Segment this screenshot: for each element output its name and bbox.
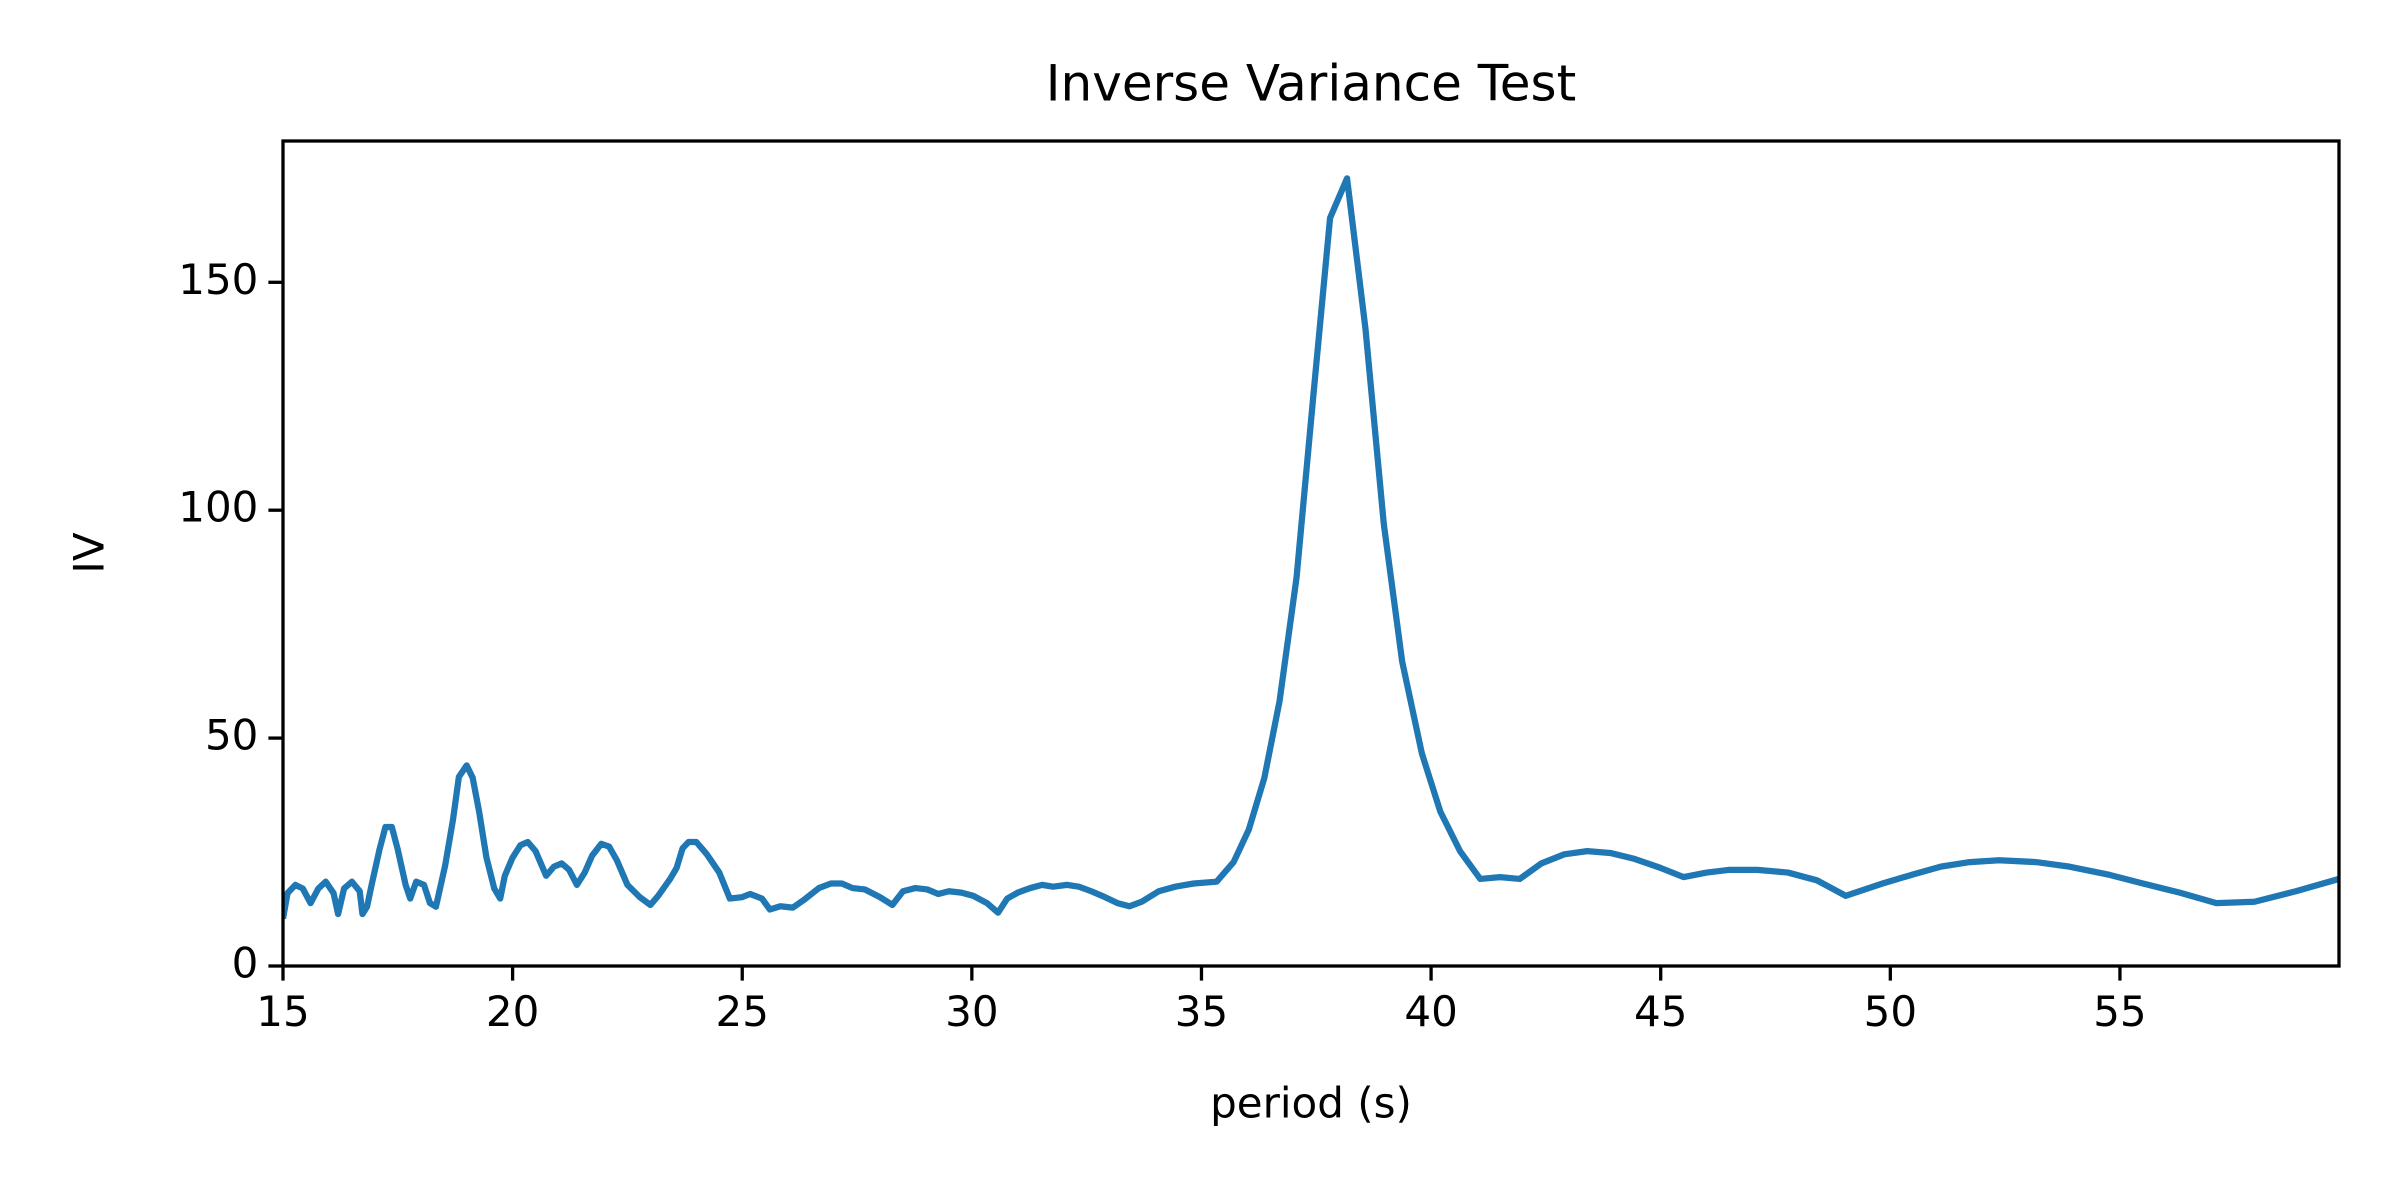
y-tick-label: 50 xyxy=(205,711,258,760)
chart-title: Inverse Variance Test xyxy=(1046,55,1576,113)
plot-area xyxy=(283,175,2339,920)
data-line xyxy=(283,175,2339,920)
y-tick-label: 0 xyxy=(232,939,259,988)
y-axis-label: IV xyxy=(65,532,114,573)
y-tick-label: 100 xyxy=(178,483,258,532)
x-tick-label: 25 xyxy=(716,987,769,1036)
x-tick-label: 15 xyxy=(256,987,309,1036)
x-tick-label: 35 xyxy=(1175,987,1228,1036)
x-tick-label: 40 xyxy=(1404,987,1457,1036)
x-tick-label: 50 xyxy=(1864,987,1917,1036)
y-tick-label: 150 xyxy=(178,255,258,304)
x-axis-label: period (s) xyxy=(1210,1079,1412,1128)
x-tick-label: 45 xyxy=(1634,987,1687,1036)
x-tick-label: 20 xyxy=(486,987,539,1036)
axes-frame xyxy=(281,139,2341,968)
x-tick-label: 30 xyxy=(945,987,998,1036)
x-tick-label: 55 xyxy=(2093,987,2146,1036)
